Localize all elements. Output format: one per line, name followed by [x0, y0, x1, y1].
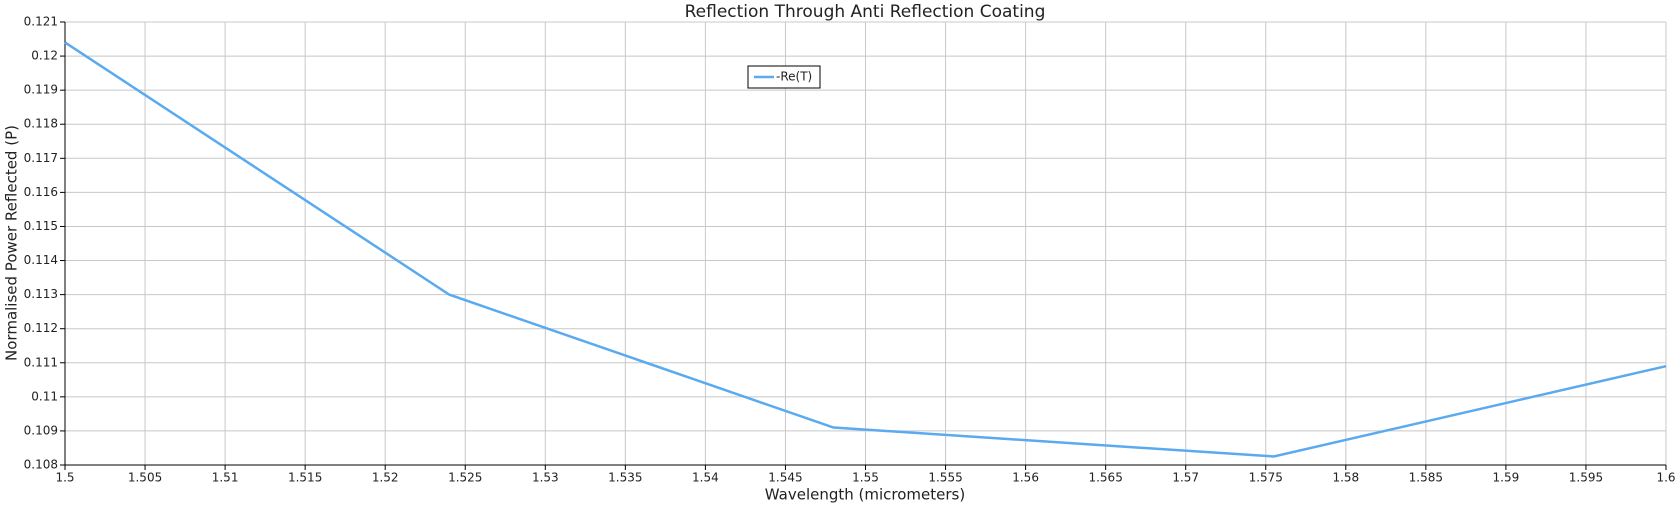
- x-tick-label: 1.51: [212, 471, 239, 485]
- y-tick-label: 0.119: [24, 83, 58, 97]
- x-tick-label: 1.595: [1569, 471, 1603, 485]
- legend: -Re(T): [747, 65, 821, 89]
- legend-box: [747, 65, 821, 89]
- y-tick-label: 0.109: [24, 423, 58, 437]
- x-axis-label: Wavelength (micrometers): [765, 486, 965, 504]
- x-tick-label: 1.535: [608, 471, 642, 485]
- data-line: [64, 41, 1667, 458]
- x-tick-label: 1.545: [768, 471, 802, 485]
- y-tick-label: 0.113: [24, 287, 58, 301]
- x-tick-label: 1.585: [1409, 471, 1443, 485]
- y-tick-label: 0.116: [24, 185, 58, 199]
- x-tick-label: 1.52: [372, 471, 399, 485]
- y-tick-label: 0.115: [24, 219, 58, 233]
- x-tick-label: 1.57: [1172, 471, 1199, 485]
- y-tick-label: 0.12: [31, 49, 58, 63]
- x-tick-label: 1.56: [1012, 471, 1039, 485]
- y-tick-label: 0.118: [24, 117, 58, 131]
- legend-label: -Re(T): [776, 70, 812, 84]
- x-tick-label: 1.565: [1088, 471, 1122, 485]
- x-tick-label: 1.59: [1493, 471, 1520, 485]
- y-tick-label: 0.117: [24, 151, 58, 165]
- y-tick-label: 0.11: [31, 389, 58, 403]
- x-tick-label: 1.55: [852, 471, 879, 485]
- x-tick-label: 1.555: [928, 471, 962, 485]
- chart-title: Reflection Through Anti Reflection Coati…: [685, 2, 1046, 22]
- x-tick-label: 1.525: [448, 471, 482, 485]
- y-axis-label: Normalised Power Reflected (P): [3, 125, 21, 361]
- x-tick-label: 1.6: [1656, 471, 1675, 485]
- x-tick-label: 1.5: [55, 471, 74, 485]
- y-tick-label: 0.112: [24, 321, 58, 335]
- y-tick-label: 0.111: [24, 355, 58, 369]
- x-tick-label: 1.58: [1332, 471, 1359, 485]
- x-tick-label: 1.53: [532, 471, 559, 485]
- x-tick-label: 1.505: [128, 471, 162, 485]
- x-tick-label: 1.515: [288, 471, 322, 485]
- x-tick-label: 1.54: [692, 471, 719, 485]
- y-tick-label: 0.114: [24, 253, 58, 267]
- x-tick-label: 1.575: [1249, 471, 1283, 485]
- y-tick-label: 0.121: [24, 15, 58, 29]
- y-tick-label: 0.108: [24, 458, 58, 472]
